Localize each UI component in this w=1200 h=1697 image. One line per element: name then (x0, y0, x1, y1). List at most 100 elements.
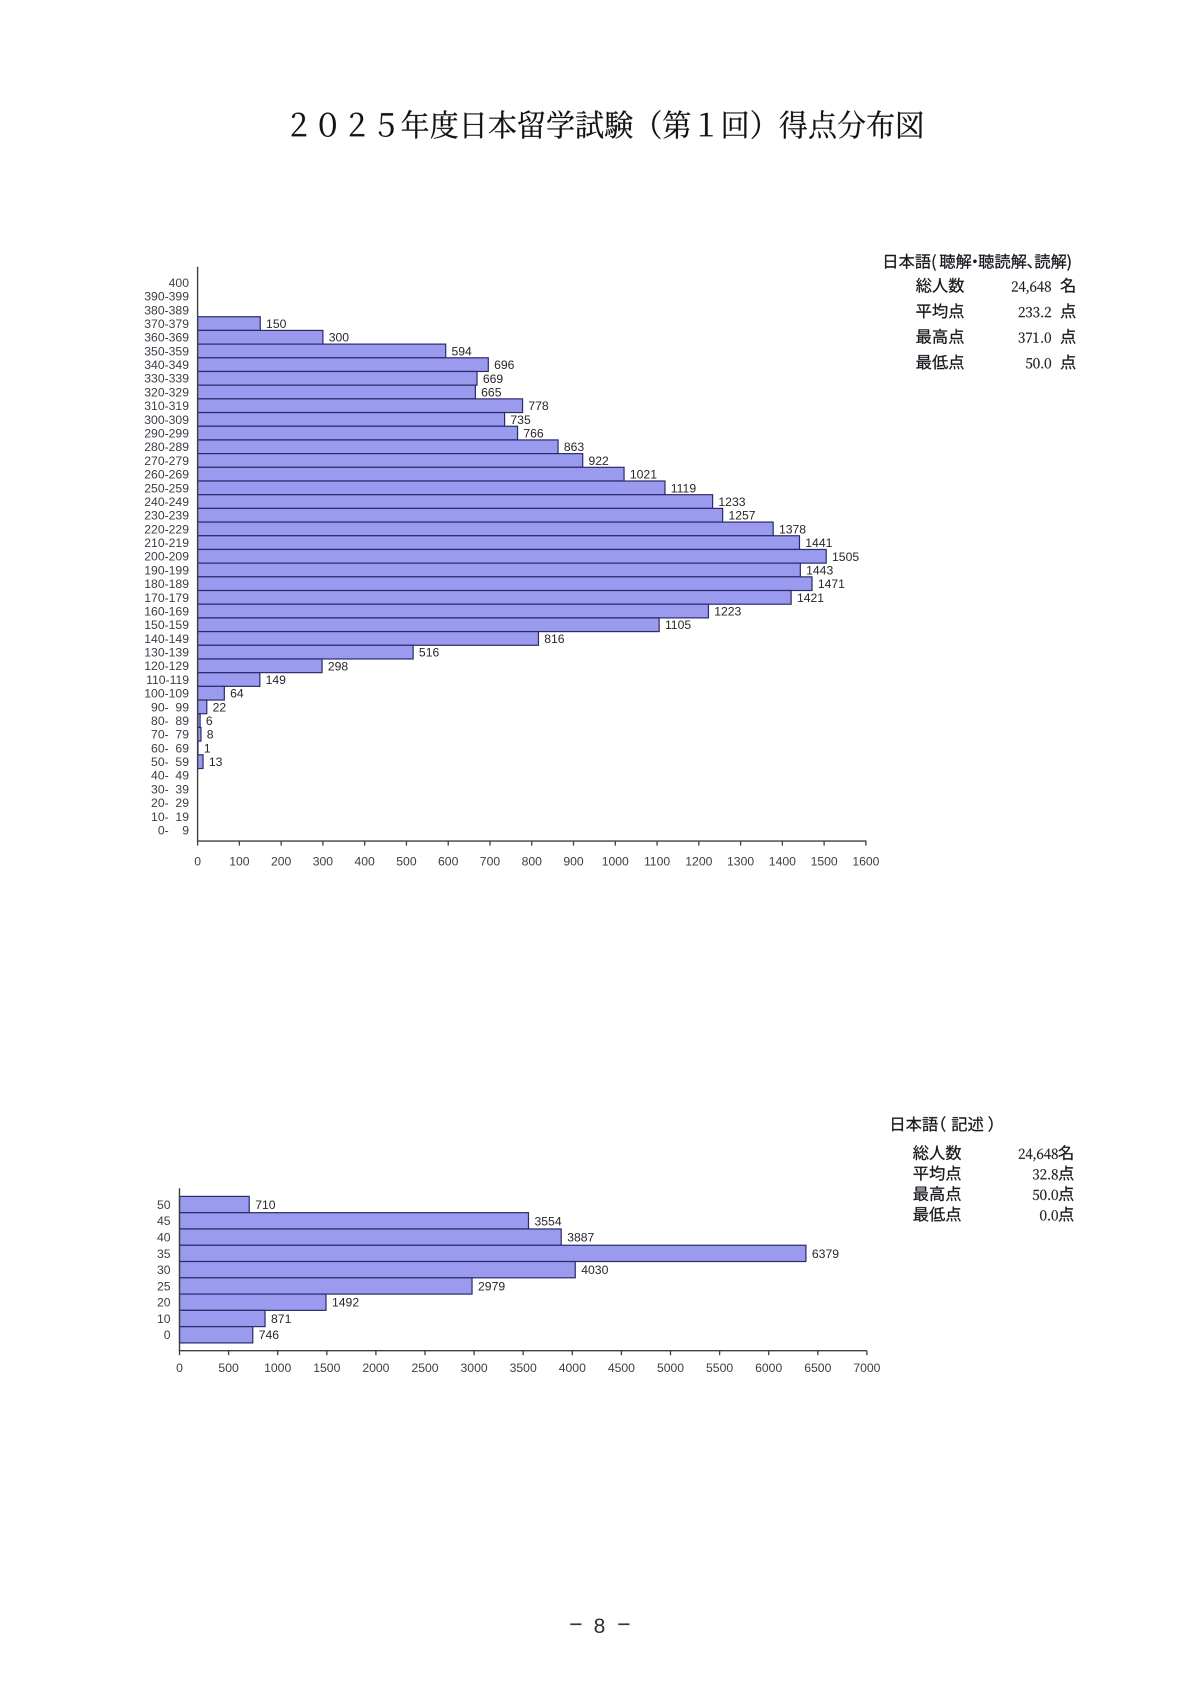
svg-text:30: 30 (157, 1263, 171, 1277)
svg-text:1443: 1443 (806, 563, 833, 577)
svg-text:710: 710 (255, 1198, 276, 1212)
svg-text:6379: 6379 (812, 1247, 839, 1261)
svg-text:300: 300 (329, 331, 350, 345)
svg-text:20- 29: 20- 29 (151, 796, 189, 810)
svg-text:816: 816 (544, 632, 565, 646)
svg-text:150: 150 (266, 317, 287, 331)
svg-text:120-129: 120-129 (144, 659, 189, 673)
svg-text:1105: 1105 (665, 618, 691, 632)
svg-text:50: 50 (157, 1198, 171, 1212)
svg-text:2979: 2979 (478, 1279, 505, 1293)
svg-text:260-269: 260-269 (144, 468, 189, 482)
svg-text:1421: 1421 (797, 591, 824, 605)
svg-text:900: 900 (563, 854, 584, 868)
svg-text:40: 40 (157, 1231, 171, 1245)
svg-text:270-279: 270-279 (144, 454, 189, 468)
svg-text:1505: 1505 (832, 550, 859, 564)
svg-text:1021: 1021 (630, 468, 657, 482)
svg-text:1100: 1100 (644, 854, 670, 868)
svg-text:2000: 2000 (362, 1361, 389, 1375)
svg-text:778: 778 (528, 399, 549, 413)
svg-text:10- 19: 10- 19 (151, 810, 189, 824)
svg-text:300: 300 (313, 854, 334, 868)
svg-text:696: 696 (494, 358, 515, 372)
svg-text:594: 594 (452, 344, 473, 358)
svg-text:0- 9: 0- 9 (158, 824, 189, 838)
svg-text:340-349: 340-349 (144, 358, 189, 372)
svg-text:3000: 3000 (461, 1361, 488, 1375)
svg-text:871: 871 (271, 1312, 292, 1326)
svg-text:160-169: 160-169 (144, 604, 189, 618)
svg-text:210-219: 210-219 (144, 536, 189, 550)
svg-text:330-339: 330-339 (144, 372, 189, 386)
svg-text:8: 8 (207, 728, 214, 742)
svg-text:190-199: 190-199 (144, 563, 189, 577)
svg-text:250-259: 250-259 (144, 481, 189, 495)
svg-text:370-379: 370-379 (144, 317, 189, 331)
svg-text:1223: 1223 (714, 605, 741, 619)
svg-text:310-319: 310-319 (144, 399, 189, 413)
svg-text:30- 39: 30- 39 (151, 782, 189, 796)
svg-text:35: 35 (157, 1247, 171, 1261)
svg-text:50- 59: 50- 59 (151, 755, 189, 769)
svg-text:500: 500 (396, 854, 417, 868)
svg-text:150-159: 150-159 (144, 618, 189, 632)
svg-text:200: 200 (271, 854, 292, 868)
svg-text:170-179: 170-179 (144, 591, 189, 605)
svg-text:220-229: 220-229 (144, 522, 189, 536)
svg-text:1119: 1119 (671, 481, 697, 495)
svg-text:280-289: 280-289 (144, 440, 189, 454)
svg-text:70- 79: 70- 79 (151, 728, 189, 742)
svg-text:240-249: 240-249 (144, 495, 189, 509)
svg-text:140-149: 140-149 (144, 632, 189, 646)
svg-text:298: 298 (328, 659, 349, 673)
svg-text:0: 0 (164, 1328, 171, 1342)
svg-text:1300: 1300 (727, 854, 754, 868)
svg-text:4500: 4500 (608, 1361, 635, 1375)
svg-text:735: 735 (510, 413, 531, 427)
svg-text:1378: 1378 (779, 522, 806, 536)
svg-text:390-399: 390-399 (144, 290, 189, 304)
svg-text:922: 922 (589, 454, 610, 468)
svg-text:40- 49: 40- 49 (151, 769, 189, 783)
svg-text:746: 746 (259, 1328, 280, 1342)
svg-text:1600: 1600 (852, 854, 879, 868)
svg-text:8: 8 (594, 1615, 606, 1638)
svg-text:4030: 4030 (581, 1263, 608, 1277)
svg-text:149: 149 (266, 673, 287, 687)
svg-text:90- 99: 90- 99 (151, 700, 189, 714)
svg-text:380-389: 380-389 (144, 303, 189, 317)
svg-text:22: 22 (213, 700, 227, 714)
svg-text:5000: 5000 (657, 1361, 684, 1375)
svg-text:400: 400 (169, 276, 190, 290)
svg-text:100: 100 (229, 854, 250, 868)
svg-text:1492: 1492 (332, 1296, 359, 1310)
svg-text:100-109: 100-109 (144, 687, 189, 701)
svg-text:669: 669 (483, 372, 504, 386)
svg-text:3554: 3554 (535, 1214, 562, 1228)
svg-text:1257: 1257 (728, 509, 755, 523)
svg-text:1233: 1233 (718, 495, 745, 509)
svg-text:360-369: 360-369 (144, 331, 189, 345)
svg-text:130-139: 130-139 (144, 646, 189, 660)
svg-text:1471: 1471 (818, 577, 845, 591)
svg-text:45: 45 (157, 1214, 171, 1228)
svg-text:10: 10 (157, 1312, 171, 1326)
svg-text:200-209: 200-209 (144, 550, 189, 564)
svg-text:25: 25 (157, 1279, 171, 1293)
svg-text:400: 400 (355, 854, 376, 868)
svg-text:1: 1 (204, 741, 211, 755)
svg-text:1441: 1441 (805, 536, 832, 550)
svg-text:500: 500 (218, 1361, 239, 1375)
svg-text:766: 766 (523, 427, 544, 441)
svg-text:800: 800 (522, 854, 543, 868)
svg-text:665: 665 (481, 385, 502, 399)
svg-text:6500: 6500 (804, 1361, 831, 1375)
svg-text:516: 516 (419, 646, 440, 660)
svg-text:6000: 6000 (755, 1361, 782, 1375)
svg-text:230-239: 230-239 (144, 509, 189, 523)
svg-text:64: 64 (230, 687, 244, 701)
svg-text:1500: 1500 (811, 854, 838, 868)
svg-text:290-299: 290-299 (144, 426, 189, 440)
svg-text:350-359: 350-359 (144, 344, 189, 358)
